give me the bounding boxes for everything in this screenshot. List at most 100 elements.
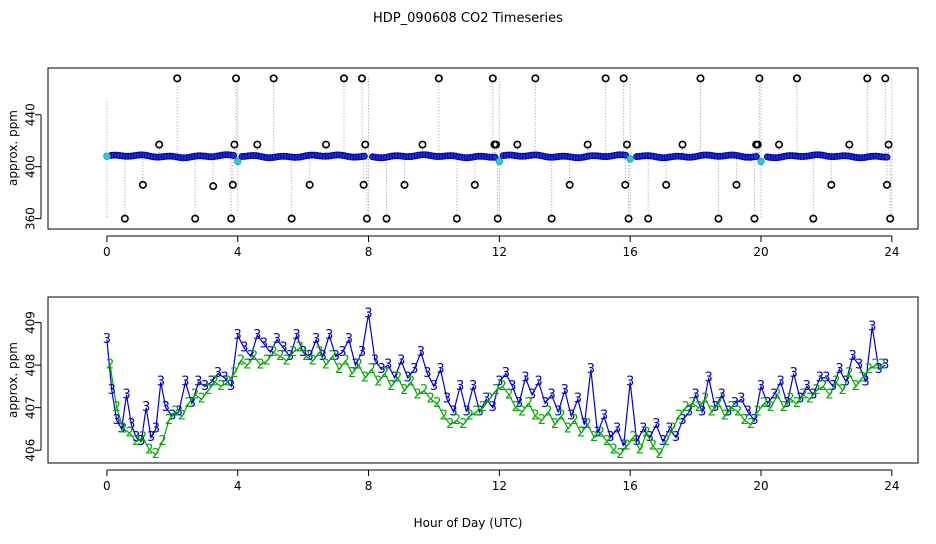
series-2-point: 2 (152, 447, 160, 462)
panel-raw-y-tick-label: 400 (24, 155, 38, 178)
reference-point (287, 214, 296, 223)
series-3-point: 3 (626, 375, 634, 390)
series-3-point: 3 (685, 404, 693, 419)
reference-point (227, 214, 236, 223)
series-3-point: 3 (790, 366, 798, 381)
series-2-point: 2 (440, 409, 448, 424)
panel-raw-frame (47, 67, 919, 230)
series-3-point: 3 (835, 362, 843, 377)
reference-point (881, 74, 890, 83)
reference-point (583, 140, 592, 149)
series-3-point: 3 (127, 417, 135, 432)
series-2-point: 2 (636, 443, 644, 458)
panel-smoothed-x-tick-label: 16 (623, 479, 638, 493)
series-3-point: 3 (404, 370, 412, 385)
series-2-point: 2 (832, 375, 840, 390)
series-2-point: 2 (525, 396, 533, 411)
series-3-point: 3 (207, 375, 215, 390)
reference-point (339, 74, 348, 83)
series-2-point: 2 (361, 370, 369, 385)
series-3-point: 3 (214, 366, 222, 381)
series-2-point: 2 (662, 434, 670, 449)
series-2-point: 2 (472, 404, 480, 419)
series-3-point: 3 (292, 328, 300, 343)
series-3-point: 3 (776, 375, 784, 390)
calibration-point (626, 155, 634, 163)
series-3-point: 3 (351, 358, 359, 373)
reference-point (619, 74, 628, 83)
series-2-point: 2 (341, 353, 349, 368)
series-2-point: 2 (296, 341, 304, 356)
series-3-point: 3 (881, 358, 889, 373)
series-3-point: 3 (147, 430, 155, 445)
reference-point (621, 180, 630, 189)
series-2-point: 2 (714, 396, 722, 411)
series-3-point: 3 (332, 349, 340, 364)
series-2-point: 2 (178, 409, 186, 424)
panel-raw-x-tick-label: 8 (365, 245, 373, 259)
reference-point (470, 180, 479, 189)
series-3-point: 3 (358, 345, 366, 360)
series-2-point: 2 (557, 409, 565, 424)
series-2-point: 2 (433, 396, 441, 411)
series-2-point: 2 (145, 443, 153, 458)
series-3-point: 3 (113, 413, 121, 428)
series-2-point: 2 (119, 421, 127, 436)
reference-point (601, 74, 610, 83)
panel-smoothed-y-tick-label: 408 (24, 354, 38, 377)
reference-point (792, 74, 801, 83)
series-3-point: 3 (456, 379, 464, 394)
series-3-point: 3 (443, 392, 451, 407)
series-3-point: 3 (168, 409, 176, 424)
panel-smoothed-ylabel: approx. ppm (6, 342, 20, 418)
series-3-point: 3 (521, 370, 529, 385)
series-3-point: 3 (137, 434, 145, 449)
series-2-point: 2 (479, 400, 487, 415)
series-3-point: 3 (338, 345, 346, 360)
series-2-point: 2 (381, 366, 389, 381)
series-3-point: 3 (829, 379, 837, 394)
series-3-point: 3 (227, 379, 235, 394)
reference-point (863, 74, 872, 83)
series-3-point: 3 (397, 353, 405, 368)
series-3-point: 3 (744, 404, 752, 419)
series-3-point: 3 (652, 417, 660, 432)
reference-point (191, 214, 200, 223)
series-2-point: 2 (669, 421, 677, 436)
calibration-point (103, 152, 111, 160)
reference-point (531, 74, 540, 83)
series-3-point: 3 (312, 332, 320, 347)
series-3-point: 3 (803, 379, 811, 394)
series-2-point: 2 (577, 426, 585, 441)
reference-point (155, 140, 164, 149)
series-2-point: 2 (570, 413, 578, 428)
series-2-point: 2 (858, 370, 866, 385)
reference-point (732, 180, 741, 189)
series-3-point: 3 (410, 362, 418, 377)
series-3-point: 3 (593, 426, 601, 441)
series-3-point: 3 (502, 366, 510, 381)
series-3-point: 3 (482, 392, 490, 407)
series-2-point: 2 (453, 413, 461, 428)
series-3-point: 3 (613, 421, 621, 436)
series-3-point: 3 (548, 387, 556, 402)
series-3-point: 3 (731, 396, 739, 411)
series-2-point: 2 (623, 438, 631, 453)
series-3-point: 3 (567, 409, 575, 424)
reference-point (173, 74, 182, 83)
series-3-point: 3 (633, 434, 641, 449)
series-3-point: 3 (561, 383, 569, 398)
series-2-point: 2 (315, 345, 323, 360)
baseline-point (622, 151, 630, 159)
series-2-point: 2 (237, 353, 245, 368)
series-3-point: 3 (345, 332, 353, 347)
panel-raw-x-tick-label: 16 (623, 245, 638, 259)
series-2-point: 2 (420, 383, 428, 398)
series-2-point: 2 (230, 366, 238, 381)
series-3-point: 3 (325, 328, 333, 343)
series-3-point: 3 (724, 404, 732, 419)
series-3-point: 3 (554, 404, 562, 419)
series-2-point: 2 (806, 392, 814, 407)
series-2-point: 2 (721, 409, 729, 424)
